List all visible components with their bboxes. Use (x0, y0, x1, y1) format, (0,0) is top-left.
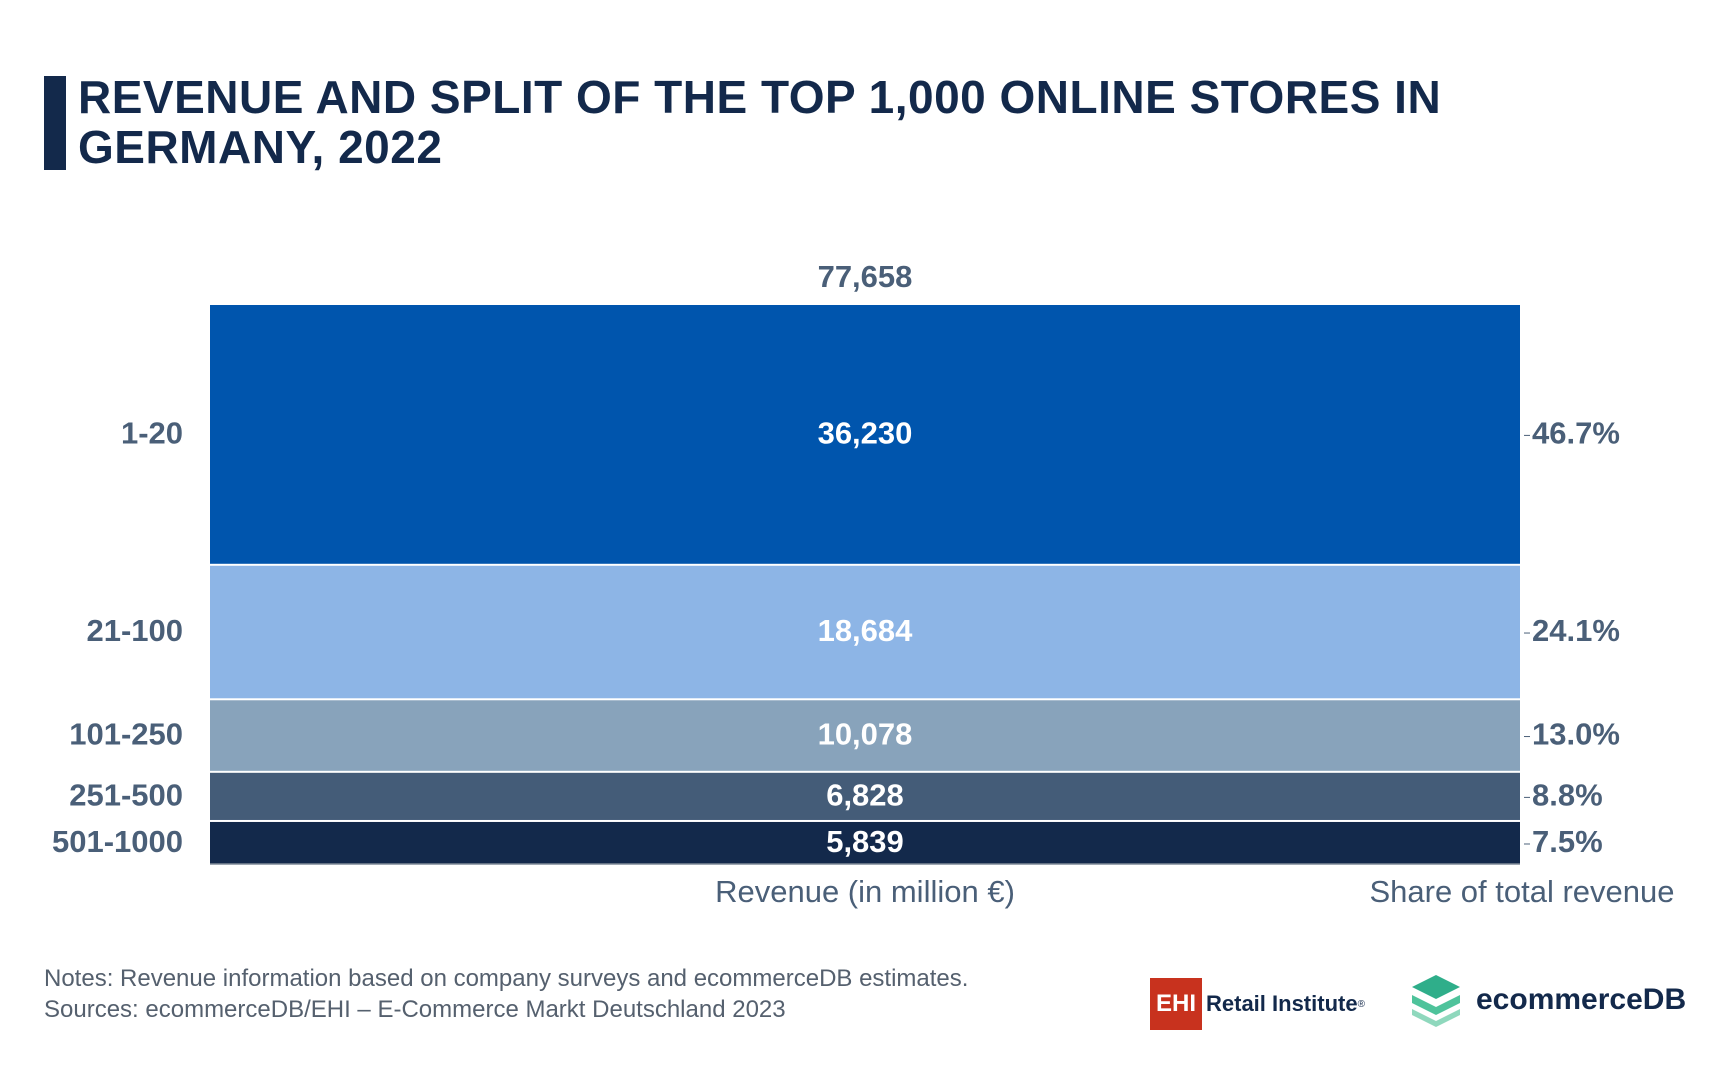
ehi-logo: EHI Retail Institute ® (1150, 978, 1365, 1030)
total-label: 77,658 (818, 259, 913, 294)
value-label: 6,828 (826, 778, 904, 813)
bar-segment (210, 772, 1520, 820)
bar-segment (210, 821, 1520, 864)
value-label: 10,078 (818, 717, 913, 752)
ecommercedb-stack-icon (1412, 975, 1460, 1027)
title-accent-bar (44, 76, 66, 170)
ehi-registered-mark: ® (1357, 998, 1365, 1010)
share-label: 24.1% (1532, 613, 1620, 648)
share-label: 7.5% (1532, 824, 1603, 859)
value-label: 36,230 (818, 416, 913, 451)
share-label: 13.0% (1532, 717, 1620, 752)
ehi-logo-text: Retail Institute (1206, 991, 1358, 1016)
notes-line: Notes: Revenue information based on comp… (44, 965, 969, 992)
category-label: 251-500 (69, 778, 183, 813)
ecommercedb-logo: ecommerceDB (1410, 973, 1686, 1027)
ecommercedb-logo-text: ecommerceDB (1476, 983, 1687, 1016)
category-label: 501-1000 (52, 824, 183, 859)
chart-title: REVENUE AND SPLIT OF THE TOP 1,000 ONLIN… (78, 71, 1442, 173)
category-label: 101-250 (69, 717, 183, 752)
category-label: 1-20 (121, 416, 183, 451)
value-label: 5,839 (826, 824, 904, 859)
value-label: 18,684 (818, 613, 914, 648)
bar-segment (210, 700, 1520, 771)
bar-segment (210, 305, 1520, 564)
share-axis-label: Share of total revenue (1369, 874, 1674, 909)
notes: Notes: Revenue information based on comp… (44, 963, 968, 1025)
bar-segment (210, 565, 1520, 699)
ehi-logo-mark: EHI (1150, 978, 1202, 1030)
share-label: 46.7% (1532, 416, 1620, 451)
x-axis-label: Revenue (in million €) (715, 874, 1015, 909)
sources-line: Sources: ecommerceDB/EHI – E-Commerce Ma… (44, 996, 786, 1023)
share-label: 8.8% (1532, 778, 1603, 813)
category-label: 21-100 (86, 613, 183, 648)
